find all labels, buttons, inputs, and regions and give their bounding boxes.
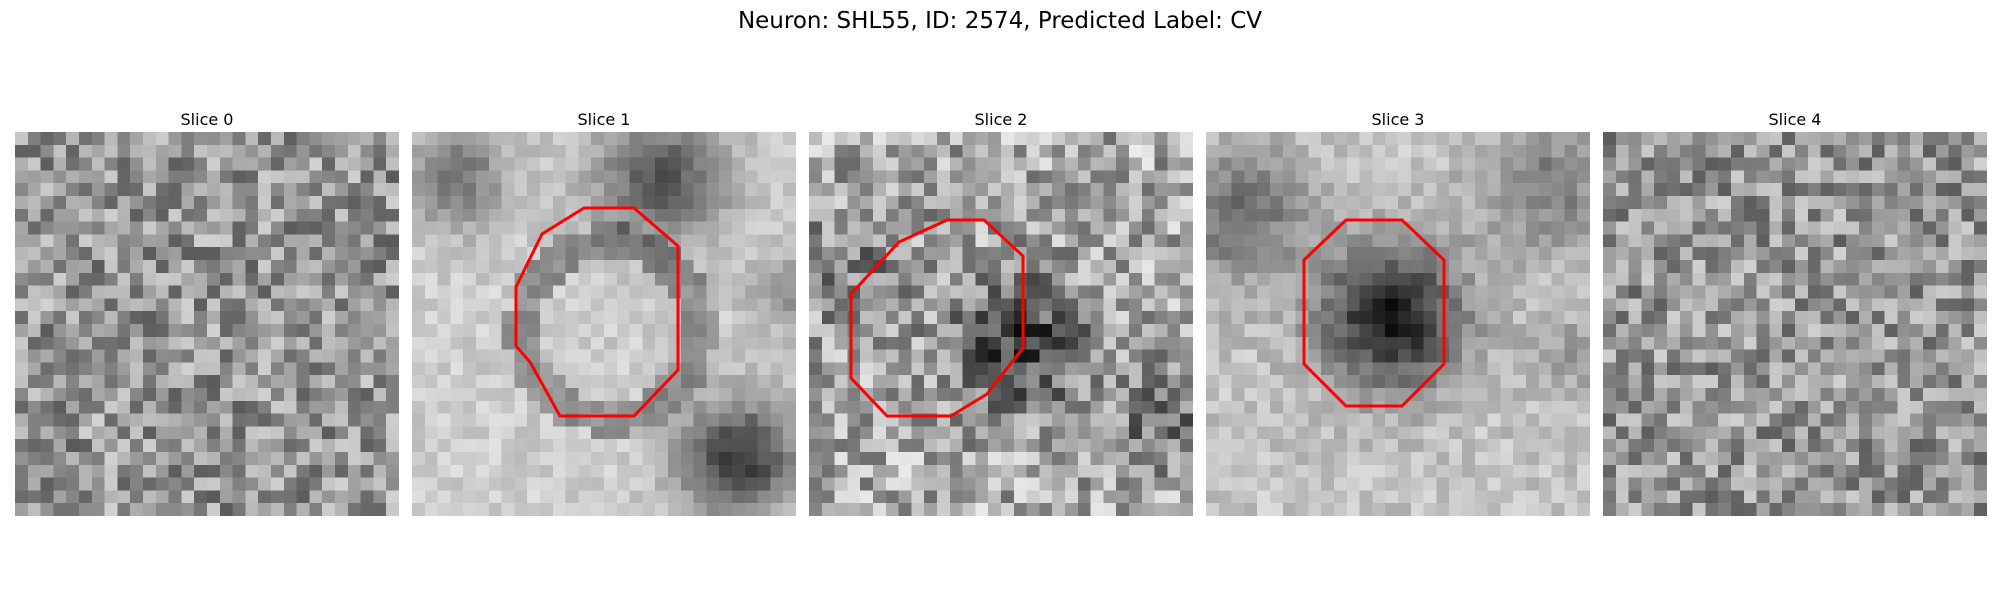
slice-panel-1: Slice 1 [412, 110, 796, 516]
roi-contour-2 [849, 218, 1025, 418]
slice-image-4 [1603, 132, 1987, 516]
contour-polygon-1 [514, 206, 680, 418]
figure-title: Neuron: SHL55, ID: 2574, Predicted Label… [737, 8, 1263, 34]
contour-polygon-2 [849, 218, 1025, 418]
slice-image-3 [1206, 132, 1590, 516]
slice-panel-4: Slice 4 [1603, 110, 1987, 516]
contour-polygon-3 [1302, 218, 1446, 408]
slice-panel-3: Slice 3 [1206, 110, 1590, 516]
slice-image-2 [809, 132, 1193, 516]
slice-panel-2: Slice 2 [809, 110, 1193, 516]
roi-contour-1 [514, 206, 680, 418]
roi-contour-3 [1302, 218, 1446, 408]
slice-title-2: Slice 2 [974, 110, 1028, 129]
slice-image-1 [412, 132, 796, 516]
slice-image-0 [15, 132, 399, 516]
slice-title-4: Slice 4 [1768, 110, 1822, 129]
slice-title-3: Slice 3 [1371, 110, 1425, 129]
slice-title-0: Slice 0 [180, 110, 234, 129]
slice-panel-0: Slice 0 [15, 110, 399, 516]
slice-title-1: Slice 1 [577, 110, 631, 129]
